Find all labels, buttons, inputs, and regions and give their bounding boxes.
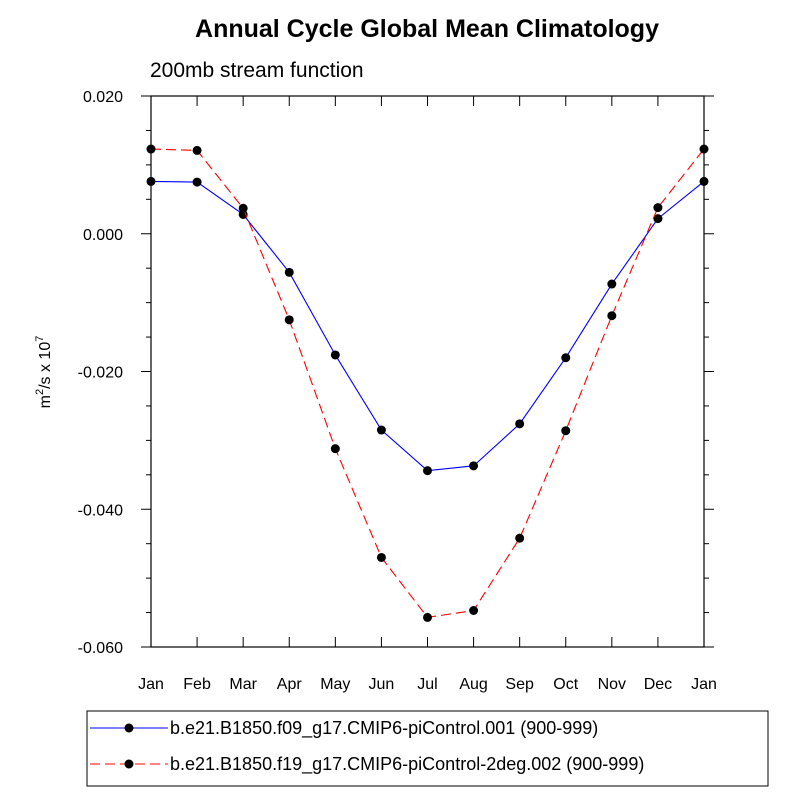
x-tick-label: Jan bbox=[691, 676, 717, 693]
chart-title: Annual Cycle Global Mean Climatology bbox=[195, 15, 659, 43]
y-axis-label-base-sup: 2 bbox=[34, 389, 46, 395]
series-point bbox=[469, 461, 479, 471]
x-tick-label: Dec bbox=[644, 676, 672, 693]
series-point bbox=[653, 203, 663, 213]
x-tick-label: Aug bbox=[459, 676, 487, 693]
y-tick-label: 0.000 bbox=[83, 227, 123, 244]
series-point bbox=[376, 425, 386, 435]
series-point bbox=[607, 279, 617, 289]
series-point bbox=[423, 612, 432, 622]
legend-swatch-marker bbox=[124, 723, 134, 733]
x-tick-label: Feb bbox=[183, 676, 211, 693]
y-tick-label: -0.020 bbox=[78, 365, 123, 382]
series-point bbox=[284, 315, 294, 325]
series-line bbox=[150, 148, 705, 618]
series-point bbox=[330, 444, 340, 454]
series-2 bbox=[146, 144, 709, 622]
series-point bbox=[607, 311, 617, 321]
y-tick-label: -0.040 bbox=[78, 502, 123, 519]
series-point bbox=[192, 177, 202, 187]
y-tick-label: -0.060 bbox=[78, 640, 123, 657]
x-tick-label: Mar bbox=[229, 676, 257, 693]
y-axis-label-exp-sup: 7 bbox=[34, 336, 46, 342]
series-point bbox=[423, 466, 432, 476]
y-axis-label: m2/s x 107 bbox=[34, 336, 54, 409]
legend-swatch-marker bbox=[124, 759, 134, 769]
series-point bbox=[515, 533, 525, 543]
series-point bbox=[561, 426, 571, 436]
x-tick-label: Jul bbox=[417, 676, 437, 693]
y-axis-label-base: m bbox=[37, 395, 54, 408]
x-tick-label: Apr bbox=[277, 676, 303, 693]
legend-label: b.e21.B1850.f09_g17.CMIP6-piControl.001 … bbox=[170, 718, 598, 739]
series-point bbox=[561, 353, 571, 363]
series-point bbox=[330, 350, 340, 360]
x-tick-label: Jun bbox=[369, 676, 395, 693]
legend-label: b.e21.B1850.f19_g17.CMIP6-piControl-2deg… bbox=[170, 754, 644, 775]
series-point bbox=[515, 419, 525, 429]
x-tick-label: Nov bbox=[598, 676, 626, 693]
series-point bbox=[376, 552, 386, 562]
x-tick-label: Sep bbox=[505, 676, 534, 693]
series-point bbox=[699, 144, 709, 154]
y-axis-label-mid: /s x 10 bbox=[37, 342, 54, 389]
legend-entry-1: b.e21.B1850.f09_g17.CMIP6-piControl.001 … bbox=[90, 718, 598, 739]
series-point bbox=[146, 144, 156, 154]
legend-entry-2: b.e21.B1850.f19_g17.CMIP6-piControl-2deg… bbox=[90, 754, 644, 775]
series-point bbox=[469, 605, 479, 615]
x-tick-label: Jan bbox=[138, 676, 164, 693]
x-tick-label: Oct bbox=[553, 676, 578, 693]
legend-layer: b.e21.B1850.f09_g17.CMIP6-piControl.001 … bbox=[90, 718, 644, 775]
x-tick-label: May bbox=[320, 676, 350, 693]
legend-box bbox=[86, 710, 769, 787]
ticks-layer: Jan Feb Mar Apr May Jun Jul Aug Sep Oct Nov Dec Jan 0… bbox=[78, 89, 717, 693]
series-point bbox=[238, 203, 248, 213]
series-point bbox=[192, 145, 202, 155]
series-point bbox=[284, 267, 294, 277]
chart-subtitle: 200mb stream function bbox=[150, 59, 364, 82]
series-point bbox=[238, 209, 248, 219]
series-point bbox=[699, 176, 709, 186]
y-tick-label: 0.020 bbox=[83, 89, 123, 106]
plot-frame bbox=[150, 95, 705, 648]
series-line bbox=[150, 180, 705, 472]
series-point bbox=[653, 214, 663, 224]
series-point bbox=[146, 176, 156, 186]
series-layer bbox=[146, 144, 709, 622]
y-axis-label-text: m2/s x 107 bbox=[34, 336, 54, 409]
series-1 bbox=[146, 176, 709, 476]
